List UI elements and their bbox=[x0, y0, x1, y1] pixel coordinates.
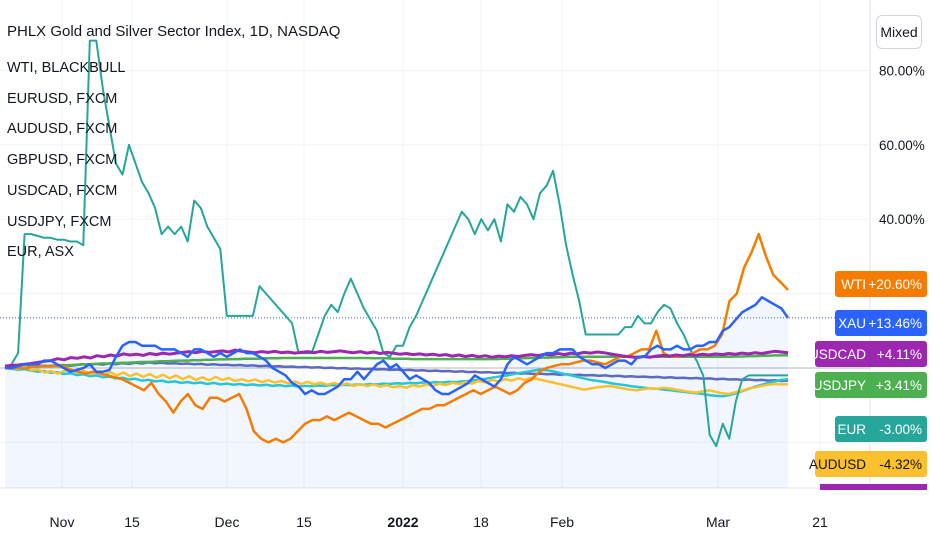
tag-usdcad[interactable]: USDCAD +4.11% bbox=[809, 341, 927, 367]
legend-entry: AUDUSD, FXCM bbox=[7, 121, 118, 138]
tag-background bbox=[835, 310, 927, 336]
tag-background bbox=[815, 341, 927, 367]
x-tick-label: Feb bbox=[550, 514, 574, 530]
xau-area bbox=[5, 297, 788, 488]
tag-value: -4.32% bbox=[879, 457, 922, 472]
y-tick-label: 40.00% bbox=[879, 212, 925, 227]
legend-entry: USDCAD, FXCM bbox=[7, 182, 118, 199]
series-line-wti bbox=[5, 232, 789, 444]
series-tags[interactable]: WTI +20.60% XAU +13.46% USDCAD +4.11% USDJPY +3… bbox=[809, 271, 927, 490]
chart-grid bbox=[0, 0, 871, 489]
chart-title: PHLX Gold and Silver Sector Index, 1D, N… bbox=[7, 23, 341, 40]
tag-value: +3.41% bbox=[876, 378, 922, 393]
tag-value: +13.46% bbox=[868, 316, 922, 331]
tag-background bbox=[815, 451, 927, 477]
tag-background bbox=[835, 416, 927, 442]
x-tick-label: 2022 bbox=[387, 514, 418, 530]
legend-entry: EUR, ASX bbox=[7, 244, 74, 261]
legend-entry: USDJPY, FXCM bbox=[7, 213, 112, 230]
x-tick-label: 21 bbox=[812, 514, 828, 530]
tag-value: +20.60% bbox=[868, 277, 922, 292]
tag-xau[interactable]: XAU +13.46% bbox=[835, 310, 927, 336]
tag-value: +4.11% bbox=[877, 347, 922, 362]
tag-audusd[interactable]: AUDUSD -4.32% bbox=[809, 451, 927, 477]
tag-wti[interactable]: WTI +20.60% bbox=[835, 271, 927, 297]
tag-background bbox=[835, 271, 927, 297]
tag-symbol: AUDUSD bbox=[809, 457, 866, 472]
tag-symbol: EUR bbox=[837, 422, 866, 437]
legend-entry: GBPUSD, FXCM bbox=[7, 152, 118, 169]
tag-symbol: WTI bbox=[841, 277, 866, 292]
series-line-gld bbox=[4, 39, 788, 448]
series-lines bbox=[4, 39, 790, 448]
series-line-audusd bbox=[4, 364, 789, 396]
y-tick-label: 80.00% bbox=[879, 63, 925, 78]
x-tick-label: 18 bbox=[473, 514, 489, 530]
series-line-xau bbox=[5, 296, 790, 396]
x-tick-label: 15 bbox=[124, 514, 140, 530]
x-tick-label: Mar bbox=[706, 514, 730, 530]
series-line-usdcad bbox=[4, 348, 789, 368]
tag-symbol: USDJPY bbox=[813, 378, 866, 393]
y-tick-label: 60.00% bbox=[879, 138, 925, 153]
y-axis: 80.00% 60.00% 40.00% bbox=[879, 63, 925, 227]
legend-entry: WTI, BLACKBULL bbox=[7, 60, 126, 76]
tag-usdjpy[interactable]: USDJPY +3.41% bbox=[813, 372, 927, 398]
xau-area-fill bbox=[0, 297, 870, 488]
x-tick-label: Nov bbox=[50, 514, 75, 530]
tag-partial bbox=[820, 484, 927, 490]
scale-mode-button[interactable]: Mixed bbox=[876, 15, 922, 49]
x-tick-label: 15 bbox=[296, 514, 312, 530]
tag-value: -3.00% bbox=[879, 422, 922, 437]
tag-symbol: USDCAD bbox=[809, 347, 866, 362]
tag-symbol: XAU bbox=[838, 316, 866, 331]
tag-background bbox=[815, 372, 927, 398]
legend-entry: EURUSD, FXCM bbox=[7, 90, 118, 107]
tag-eur[interactable]: EUR -3.00% bbox=[835, 416, 927, 442]
x-axis: Nov 15 Dec 15 2022 18 Feb Mar 21 bbox=[50, 514, 828, 530]
x-tick-label: Dec bbox=[215, 514, 240, 530]
